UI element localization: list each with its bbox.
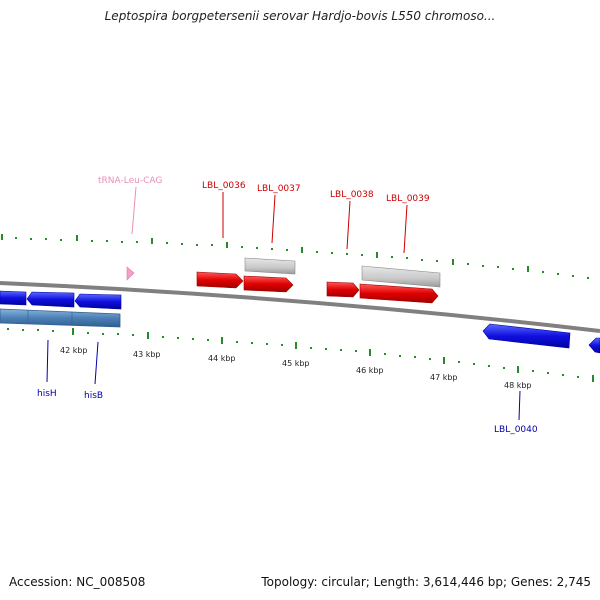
scale-label-43: 43 kbp bbox=[133, 350, 161, 359]
label-lbl0040[interactable]: LBL_0040 bbox=[494, 425, 538, 435]
grey-feature-lbl0037[interactable] bbox=[244, 257, 296, 275]
forward-gene-lbl0037[interactable] bbox=[243, 275, 294, 293]
gene-labels: tRNA-Leu-CAG LBL_0036 LBL_0037 LBL_0038 … bbox=[37, 176, 538, 435]
map-title: Leptospira borgpetersenii serovar Hardjo… bbox=[104, 9, 496, 23]
lower-tick-row bbox=[7, 328, 594, 382]
scale-label-47: 47 kbp bbox=[430, 373, 458, 382]
reverse-gene-lbl0040[interactable] bbox=[482, 323, 571, 349]
label-lbl0037[interactable]: LBL_0037 bbox=[257, 184, 301, 194]
scale-label-48: 48 kbp bbox=[504, 381, 532, 390]
reverse-gene-3[interactable] bbox=[74, 293, 122, 310]
label-lbl0039[interactable]: LBL_0039 bbox=[386, 194, 430, 204]
forward-gene-lbl0038[interactable] bbox=[326, 281, 360, 298]
forward-gene-lbl0039[interactable] bbox=[359, 283, 439, 304]
chromosome-backbone bbox=[0, 281, 600, 333]
label-leaders bbox=[46, 186, 521, 421]
grey-feature-lbl0039[interactable] bbox=[361, 265, 441, 288]
label-hish[interactable]: hisH bbox=[37, 389, 57, 399]
reverse-gene-1[interactable] bbox=[0, 290, 27, 306]
scale-labels: 42 kbp 43 kbp 44 kbp 45 kbp 46 kbp 47 kb… bbox=[60, 346, 532, 390]
accession-text: Accession: NC_008508 bbox=[9, 575, 146, 589]
scale-label-45: 45 kbp bbox=[282, 359, 310, 368]
scale-label-46: 46 kbp bbox=[356, 366, 384, 375]
upper-tick-row bbox=[1, 234, 589, 279]
reverse-gene-2[interactable] bbox=[26, 291, 75, 308]
label-lbl0036[interactable]: LBL_0036 bbox=[202, 181, 246, 191]
forward-gene-lbl0036[interactable] bbox=[196, 271, 244, 289]
label-lbl0038[interactable]: LBL_0038 bbox=[330, 190, 374, 200]
scale-label-44: 44 kbp bbox=[208, 354, 236, 363]
label-hisb[interactable]: hisB bbox=[84, 391, 103, 401]
operon-bar[interactable] bbox=[0, 308, 121, 328]
genome-summary-text: Topology: circular; Length: 3,614,446 bp… bbox=[261, 575, 591, 589]
trna-marker[interactable] bbox=[126, 266, 135, 281]
reverse-gene-edge[interactable] bbox=[588, 337, 600, 354]
scale-label-42: 42 kbp bbox=[60, 346, 88, 355]
label-trna-leu-cag[interactable]: tRNA-Leu-CAG bbox=[98, 176, 162, 186]
